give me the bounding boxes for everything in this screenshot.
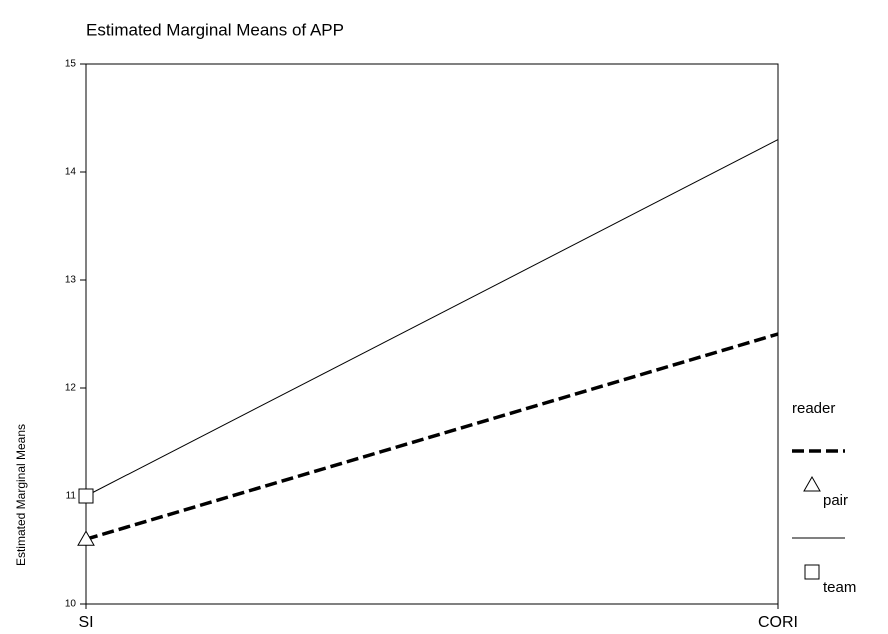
legend-label: team: [823, 579, 856, 596]
chart-title: Estimated Marginal Means of APP: [86, 20, 344, 39]
series-line: [85, 139, 779, 497]
y-axis-label: Estimated Marginal Means: [14, 424, 28, 566]
legend-label: pair: [823, 492, 848, 509]
point-marker: [77, 530, 95, 546]
y-tick-label: 15: [65, 59, 77, 70]
y-tick-label: 13: [65, 275, 77, 286]
legend-title: reader: [792, 400, 835, 417]
y-tick-label: 10: [65, 599, 77, 610]
y-tick-label: 12: [65, 383, 77, 394]
series-line: [85, 332, 779, 541]
legend-marker: [804, 564, 820, 580]
x-tick-label: SI: [78, 614, 93, 631]
point-marker: [78, 488, 94, 504]
y-tick-label: 14: [65, 167, 77, 178]
x-tick-label: CORI: [758, 614, 798, 631]
plot-frame: [85, 63, 779, 605]
legend-marker: [803, 475, 821, 492]
y-tick-label: 11: [66, 491, 77, 502]
